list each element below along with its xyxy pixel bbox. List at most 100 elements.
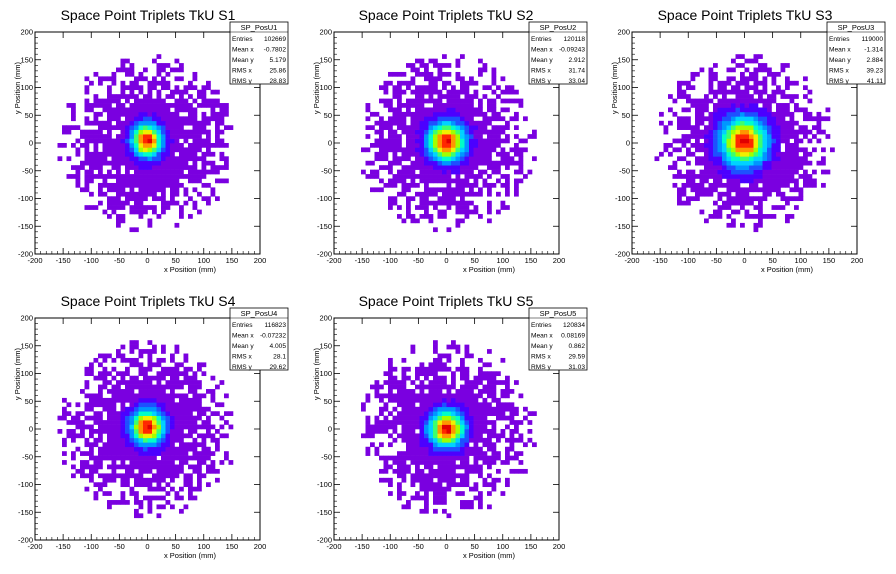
heatmap-cell <box>442 375 447 381</box>
heatmap-cell <box>708 169 714 175</box>
heatmap-cell <box>138 384 144 390</box>
heatmap-cell <box>496 397 501 403</box>
heatmap-cell <box>206 129 211 135</box>
heatmap-cell <box>401 71 407 77</box>
heatmap-cell <box>156 513 162 519</box>
heatmap-cell <box>487 143 492 148</box>
heatmap-cell <box>152 205 157 210</box>
heatmap-cell <box>156 504 162 510</box>
heatmap-cell <box>388 182 393 188</box>
heatmap-cell <box>397 107 402 113</box>
heatmap-cell <box>84 76 90 82</box>
heatmap-cell <box>111 196 117 202</box>
heatmap-cell <box>659 120 664 126</box>
heatmap-cell <box>165 94 171 99</box>
heatmap-cell <box>102 491 108 496</box>
heatmap-cell <box>410 420 416 425</box>
heatmap-cell <box>686 125 691 130</box>
heatmap-cell <box>71 473 76 479</box>
heatmap-cell <box>455 169 461 175</box>
heatmap-cell <box>165 107 171 113</box>
heatmap-cell <box>197 134 202 139</box>
heatmap-cell <box>419 143 425 148</box>
heatmap-cell <box>410 389 416 394</box>
heatmap-cell <box>473 143 479 148</box>
heatmap-cell <box>98 125 103 130</box>
heatmap-cell <box>726 107 732 113</box>
heatmap-cell <box>753 98 759 104</box>
heatmap-cell <box>156 151 162 157</box>
heatmap-cell <box>365 147 371 153</box>
heatmap-cell <box>66 429 72 434</box>
heatmap-cell <box>433 482 438 488</box>
heatmap-cell <box>125 366 130 372</box>
heatmap-cell <box>98 129 103 135</box>
heatmap-cell <box>201 98 207 104</box>
heatmap-cell <box>437 500 443 505</box>
heatmap-cell <box>134 393 139 399</box>
heatmap-cell <box>749 129 754 135</box>
heatmap-cell <box>744 138 750 144</box>
heatmap-cell <box>107 429 112 434</box>
heatmap-cell <box>681 187 687 193</box>
heatmap-cell <box>197 464 202 470</box>
heatmap-cell <box>785 94 790 99</box>
heatmap-cell <box>424 446 429 452</box>
heatmap-cell <box>527 429 533 434</box>
heatmap-cell <box>401 415 407 421</box>
heatmap-cell <box>84 451 90 456</box>
heatmap-cell <box>120 80 126 86</box>
heatmap-cell <box>509 406 515 412</box>
heatmap-cell <box>460 165 465 170</box>
heatmap-cell <box>771 169 777 175</box>
heatmap-cell <box>147 500 153 505</box>
heatmap-cell <box>455 107 461 113</box>
heatmap-cell <box>102 402 108 408</box>
histogram-panel-2: -200 -150 -100 -50 0 50 100 150 200-200-150-100-… <box>312 7 588 274</box>
heatmap-cell <box>451 196 456 202</box>
heatmap-cell <box>722 94 727 99</box>
heatmap-cell <box>437 120 443 126</box>
heatmap-cell <box>71 143 76 148</box>
heatmap-cell <box>383 402 389 408</box>
heatmap-cell <box>419 424 425 430</box>
heatmap-cell <box>410 80 416 86</box>
heatmap-cell <box>406 200 411 206</box>
heatmap-cell <box>415 174 420 179</box>
heatmap-cell <box>776 120 781 126</box>
heatmap-cell <box>161 196 166 202</box>
stats-row-label: Mean y <box>531 343 553 350</box>
heatmap-cell <box>482 482 488 488</box>
heatmap-cell <box>224 107 229 113</box>
heatmap-cell <box>152 384 157 390</box>
heatmap-cell <box>147 94 153 99</box>
heatmap-cell <box>379 129 384 135</box>
heatmap-cell <box>717 174 723 179</box>
heatmap-cell <box>397 420 402 425</box>
heatmap-cell <box>780 196 786 202</box>
heatmap-cell <box>442 209 447 215</box>
heatmap-cell <box>758 151 763 157</box>
heatmap-cell <box>388 491 393 496</box>
heatmap-cell <box>192 420 198 425</box>
heatmap-cell <box>433 107 438 113</box>
heatmap-cell <box>201 165 207 170</box>
heatmap-cell <box>84 415 90 421</box>
heatmap-cell <box>780 182 786 188</box>
heatmap-cell <box>206 482 211 488</box>
heatmap-cell <box>410 411 416 416</box>
heatmap-cell <box>111 460 117 465</box>
heatmap-cell <box>509 89 515 95</box>
heatmap-cell <box>464 103 470 108</box>
heatmap-cell <box>731 103 736 108</box>
heatmap-cell <box>107 464 112 470</box>
heatmap-cell <box>713 125 718 130</box>
heatmap-cell <box>120 402 126 408</box>
heatmap-cell <box>767 107 772 113</box>
heatmap-cell <box>442 433 447 439</box>
heatmap-cell <box>383 464 389 470</box>
heatmap-cell <box>170 451 175 456</box>
heatmap-cell <box>455 98 461 104</box>
heatmap-cell <box>102 366 108 372</box>
heatmap-cell <box>672 111 678 117</box>
